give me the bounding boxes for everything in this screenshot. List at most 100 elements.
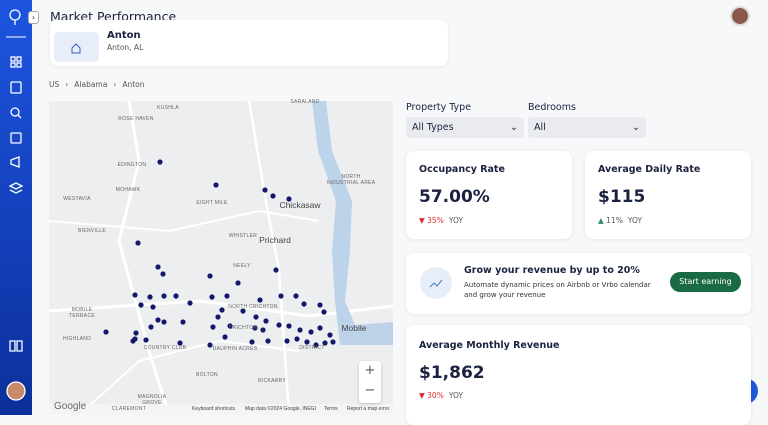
map-marker[interactable] [227, 323, 233, 329]
map-marker[interactable] [207, 273, 213, 279]
map-marker[interactable] [150, 304, 156, 310]
change-period: YOY [627, 216, 643, 225]
metric-value: $115 [598, 187, 646, 207]
map-marker[interactable] [215, 314, 221, 320]
map-marker[interactable] [322, 340, 328, 346]
map-marker[interactable] [270, 193, 276, 199]
change-value: 30% [427, 391, 444, 400]
change-value: 11% [606, 216, 623, 225]
map-marker[interactable] [133, 330, 139, 336]
map-marker[interactable] [249, 339, 255, 345]
map-label: DISTRICT [299, 345, 325, 351]
crumb[interactable]: Alabama [74, 80, 108, 89]
map-label: CLAREMONT [111, 406, 147, 412]
map-marker[interactable] [276, 322, 282, 328]
collapse-button[interactable]: › [28, 11, 39, 24]
map-marker[interactable] [286, 323, 292, 329]
map-marker[interactable] [157, 159, 163, 165]
map-label: Chickasaw [279, 200, 321, 210]
map-marker[interactable] [252, 325, 258, 331]
map-label: TERRACE [69, 313, 95, 319]
map-marker[interactable] [161, 293, 167, 299]
map-marker[interactable] [240, 308, 246, 314]
map-marker[interactable] [132, 292, 138, 298]
property-type-select[interactable]: All Types ⌄ [406, 117, 524, 138]
select-value: All [534, 122, 546, 133]
map-marker[interactable] [286, 196, 292, 202]
map-label: WHISTLER [228, 233, 258, 239]
metric-title: Average Daily Rate [598, 164, 701, 175]
map-marker[interactable] [155, 264, 161, 270]
map-marker[interactable] [160, 271, 166, 277]
map-marker[interactable] [155, 317, 161, 323]
map-marker[interactable] [219, 307, 225, 313]
map-marker[interactable] [173, 293, 179, 299]
map-marker[interactable] [317, 325, 323, 331]
change-period: YOY [448, 391, 464, 400]
map-marker[interactable] [278, 293, 284, 299]
metric-change: ▲ 11% YOY [598, 216, 642, 225]
map-marker[interactable] [180, 319, 186, 325]
map-marker[interactable] [207, 342, 213, 348]
start-earning-button[interactable]: Start earning [670, 272, 741, 292]
map-label: WESTAVIA [63, 196, 91, 202]
map-marker[interactable] [284, 338, 290, 344]
map-marker[interactable] [262, 187, 268, 193]
map-marker[interactable] [263, 318, 269, 324]
map-label: HIGHLAND [62, 336, 92, 342]
map-marker[interactable] [265, 338, 271, 344]
map-marker[interactable] [297, 327, 303, 333]
map-marker[interactable] [308, 329, 314, 335]
map-marker[interactable] [213, 182, 219, 188]
map-marker[interactable] [273, 267, 279, 273]
map-marker[interactable] [147, 294, 153, 300]
zoom-out[interactable]: − [364, 383, 376, 398]
map-marker[interactable] [138, 302, 144, 308]
metric-title: Average Monthly Revenue [419, 340, 560, 351]
map-label: COUNTRY CLUB [143, 345, 187, 351]
user-avatar[interactable] [730, 6, 750, 26]
map-marker[interactable] [330, 339, 336, 345]
map-footer-text: Keyboard shortcuts [192, 406, 236, 412]
map-marker[interactable] [301, 301, 307, 307]
map-marker[interactable] [143, 337, 149, 343]
zoom-in[interactable]: + [364, 363, 376, 378]
page: › Market Performance Anton Anton, AL US ›… [0, 0, 758, 415]
map-marker[interactable] [224, 293, 230, 299]
change-arrow: ▼ [419, 391, 428, 400]
crumb: Anton [122, 80, 145, 89]
map-marker[interactable] [187, 300, 193, 306]
map-label: NORTH [341, 174, 361, 180]
separator: › [113, 80, 117, 89]
zoom-control: + − [359, 361, 381, 403]
map-marker[interactable] [148, 324, 154, 330]
map-marker[interactable] [235, 280, 241, 286]
map-marker[interactable] [135, 240, 141, 246]
map-marker[interactable] [222, 334, 228, 340]
map-marker[interactable] [103, 329, 109, 335]
map-label: INDUSTRIAL AREA [326, 180, 376, 186]
map-marker[interactable] [257, 297, 263, 303]
map-marker[interactable] [304, 339, 310, 345]
map-marker[interactable] [132, 336, 138, 342]
map-marker[interactable] [260, 327, 266, 333]
listing-name: Anton [107, 30, 141, 41]
map-marker[interactable] [161, 319, 167, 325]
map-marker[interactable] [293, 293, 299, 299]
map-label: MAGNOLIA [137, 394, 167, 400]
crumb[interactable]: US [49, 80, 60, 89]
map-marker[interactable] [294, 336, 300, 342]
filter-label: Bedrooms [528, 102, 576, 113]
map-marker[interactable] [327, 332, 333, 338]
map-marker[interactable] [321, 309, 327, 315]
map-marker[interactable] [209, 294, 215, 300]
bedrooms-select[interactable]: All ⌄ [528, 117, 646, 138]
map-marker[interactable] [313, 342, 319, 348]
map[interactable] [49, 101, 393, 415]
map-label: BIENVILLE [78, 228, 106, 234]
map-marker[interactable] [177, 340, 183, 346]
map-marker[interactable] [210, 324, 216, 330]
metric-title: Occupancy Rate [419, 164, 505, 175]
map-marker[interactable] [317, 302, 323, 308]
map-marker[interactable] [253, 314, 259, 320]
